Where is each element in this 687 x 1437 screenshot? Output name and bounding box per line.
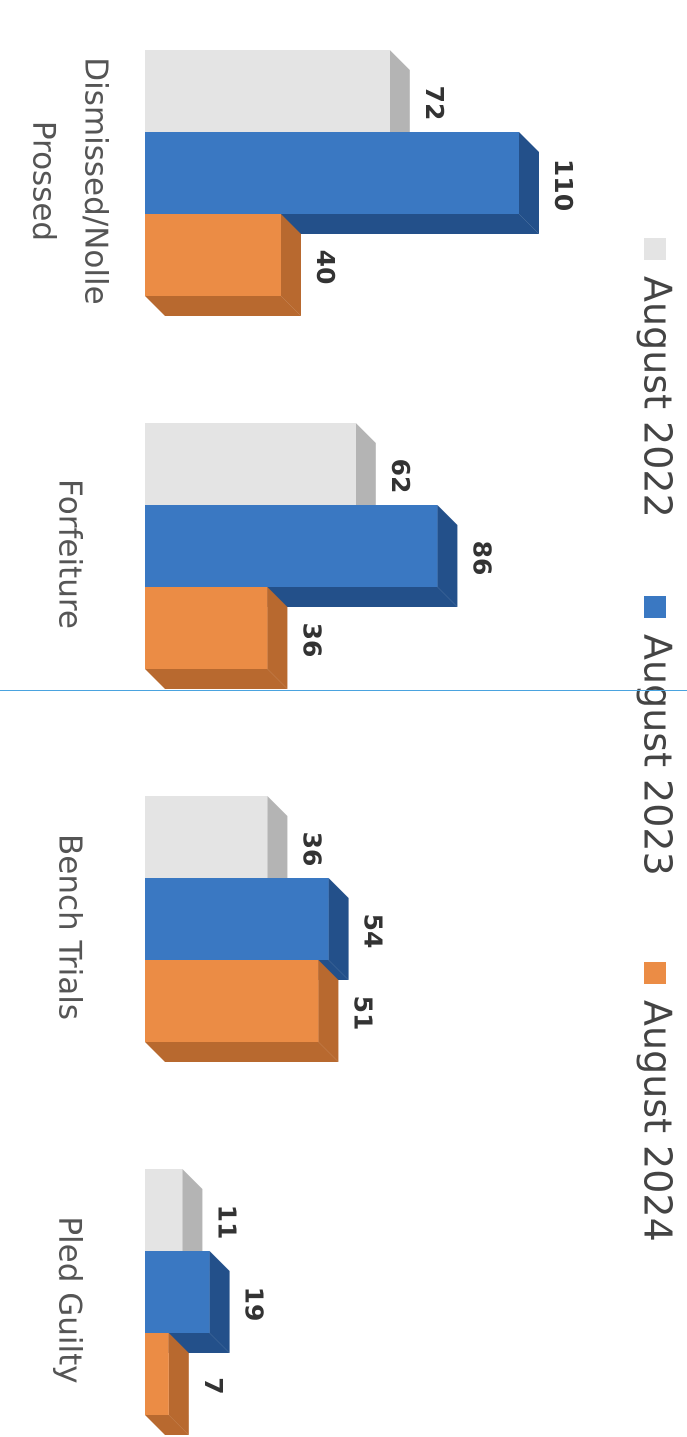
legend: August 2022 August 2023 August 2024 [636,238,680,1242]
bar-front-face [145,423,356,505]
bar-bottom-face [145,296,301,316]
scan-artifact-line [0,690,687,691]
bar-side-face [389,50,410,152]
bar-front-face [145,1251,210,1333]
data-label: 36 [297,832,326,867]
data-label: 11 [212,1205,241,1240]
legend-item-august-2024: August 2024 [636,962,680,1242]
category-label-bench-trials: Bench Trials [52,834,88,1020]
category-label-forfeiture: Forfeiture [52,479,88,629]
bar-side-face [328,878,349,980]
bar-side-face [318,960,339,1062]
bar-august-2024-bench-trials [145,960,339,1062]
legend-label: August 2024 [636,1000,680,1242]
category-labels-layer: Dismissed/NolleProssed Forfeiture Bench Tr… [26,57,114,1383]
bar-august-2023-dismissed-nolle-prossed [145,132,539,234]
bar-front-face [145,50,390,132]
bar-bottom-face [145,1415,189,1435]
legend-swatch [644,596,666,618]
bar-front-face [145,796,268,878]
bar-front-face [145,132,519,214]
data-label: 19 [240,1287,269,1322]
bar-bottom-face [145,1042,339,1062]
data-label: 110 [549,159,578,211]
data-label: 86 [467,541,496,576]
bar-front-face [145,1169,183,1251]
bar-side-face [209,1251,230,1353]
legend-item-august-2023: August 2023 [636,596,680,876]
bar-front-face [145,878,329,960]
data-label: 51 [348,996,377,1031]
bar-side-face [168,1333,189,1435]
bars-layer [145,50,539,1435]
category-label-pled-guilty: Pled Guilty [52,1216,88,1383]
bar-front-face [145,960,319,1042]
bar-front-face [145,505,438,587]
value-labels-layer: 72 62 36 11 110 86 54 19 40 36 51 7 [199,86,578,1395]
bar-front-face [145,1333,169,1415]
data-label: 62 [386,459,415,494]
bar-side-face [437,505,458,607]
bar-bottom-face [145,669,288,689]
bar-side-face [281,214,301,316]
data-label: 40 [311,250,340,285]
data-label: 54 [359,914,388,949]
legend-label: August 2022 [636,276,680,518]
legend-label: August 2023 [636,634,680,876]
data-label: 72 [420,86,449,121]
data-label: 7 [199,1377,228,1394]
legend-swatch [644,238,666,260]
bar-front-face [145,214,281,296]
bar-august-2024-dismissed-nolle-prossed [145,214,301,316]
bar-side-face [267,587,288,689]
legend-item-august-2022: August 2022 [636,238,680,518]
bar-side-face [182,1169,203,1271]
bar-side-face [267,796,288,898]
bar-side-face [355,423,376,525]
data-label: 36 [297,623,326,658]
bar-side-face [519,132,539,234]
bar-august-2024-pled-guilty [145,1333,189,1435]
legend-swatch [644,962,666,984]
bar-august-2024-forfeiture [145,587,288,689]
category-label-dismissed-nolle-prossed: Dismissed/NolleProssed [26,57,114,304]
bar-front-face [145,587,268,669]
